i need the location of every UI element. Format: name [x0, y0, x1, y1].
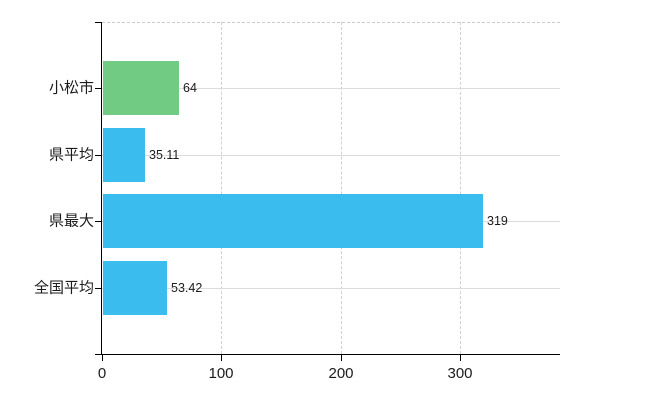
x-axis-tick [460, 355, 461, 361]
bar-小松市 [103, 61, 179, 115]
y-axis-tick [95, 155, 102, 156]
value-label: 35.11 [149, 147, 180, 162]
value-label: 64 [183, 80, 197, 95]
vertical-gridline [341, 22, 342, 354]
x-axis-tick [341, 355, 342, 361]
category-label: 県最大 [48, 212, 94, 230]
x-axis-tick [221, 355, 222, 361]
x-tick-label: 100 [208, 365, 234, 382]
category-label: 全国平均 [33, 279, 94, 297]
bar-全国平均 [103, 261, 167, 315]
y-axis-tick [95, 221, 102, 222]
y-axis-tick [95, 288, 102, 289]
x-tick-label: 300 [447, 365, 473, 382]
x-axis [95, 354, 560, 355]
vertical-gridline [221, 22, 222, 354]
y-axis-top-tick [95, 22, 102, 23]
x-tick-label: 0 [97, 365, 107, 382]
vertical-gridline [460, 22, 461, 354]
plot-top-border [102, 22, 560, 23]
category-label: 小松市 [48, 79, 94, 97]
category-label: 県平均 [48, 146, 94, 164]
x-tick-label: 200 [328, 365, 354, 382]
y-axis [101, 22, 102, 355]
value-label: 53.42 [171, 280, 203, 295]
value-label: 319 [487, 213, 508, 228]
horizontal-gridline [102, 288, 560, 289]
x-axis-tick [102, 355, 103, 361]
bar-県最大 [103, 194, 483, 248]
horizontal-gridline [102, 88, 560, 89]
y-axis-tick [95, 88, 102, 89]
horizontal-gridline [102, 155, 560, 156]
bar-県平均 [103, 128, 145, 182]
